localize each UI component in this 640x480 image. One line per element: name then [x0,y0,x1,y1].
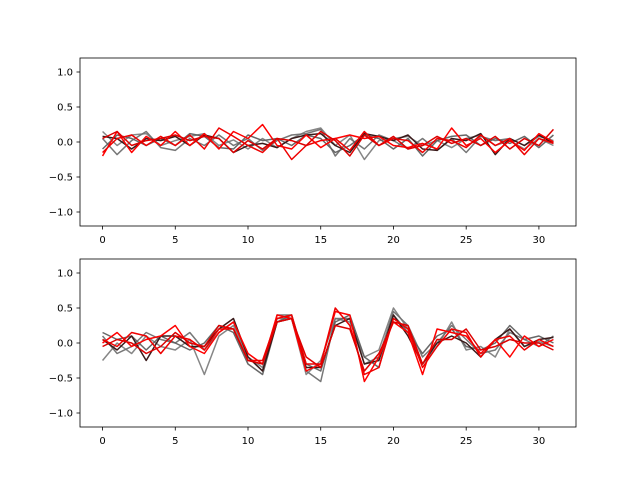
y-tick-label: 1.0 [57,269,73,280]
x-tick-label: 25 [460,235,473,246]
subplot-top: 0 5 10 15 20 25 30 1.0 0.5 0.0 −0.5 −1.0 [49,57,577,246]
series-group [101,307,554,383]
x-tick-label: 20 [387,436,400,447]
x-tick-label: 20 [387,235,400,246]
series-line-5 [101,123,554,157]
y-tick-label: −0.5 [49,374,73,385]
y-tick-label: −1.0 [49,208,73,219]
subplot-bottom: 0 5 10 15 20 25 30 1.0 0.5 0.0 −0.5 −1.0 [49,258,577,447]
y-tick-label: 0.0 [57,339,73,350]
y-tick-label: 0.0 [57,138,73,149]
series-line-6 [102,307,554,376]
x-tick-label: 10 [242,235,255,246]
y-tick-label: 1.0 [57,68,73,79]
x-tick-label: 15 [314,436,327,447]
series-line-7 [102,128,555,157]
y-tick-label: −0.5 [49,173,73,184]
series-line-7 [102,317,554,372]
x-tick-label: 0 [99,235,105,246]
x-tick-label: 0 [99,436,105,447]
x-tick-label: 30 [533,436,546,447]
y-tick-label: 0.5 [57,103,73,114]
x-tick-label: 5 [172,436,178,447]
y-tick-label: −1.0 [49,409,73,420]
y-tick-label: 0.5 [57,304,73,315]
series-group [101,123,555,161]
x-tick-label: 15 [314,235,327,246]
x-tick-label: 5 [172,235,178,246]
x-tick-label: 25 [460,436,473,447]
series-line-6 [102,127,554,161]
x-tick-label: 10 [242,436,255,447]
x-tick-label: 30 [533,235,546,246]
